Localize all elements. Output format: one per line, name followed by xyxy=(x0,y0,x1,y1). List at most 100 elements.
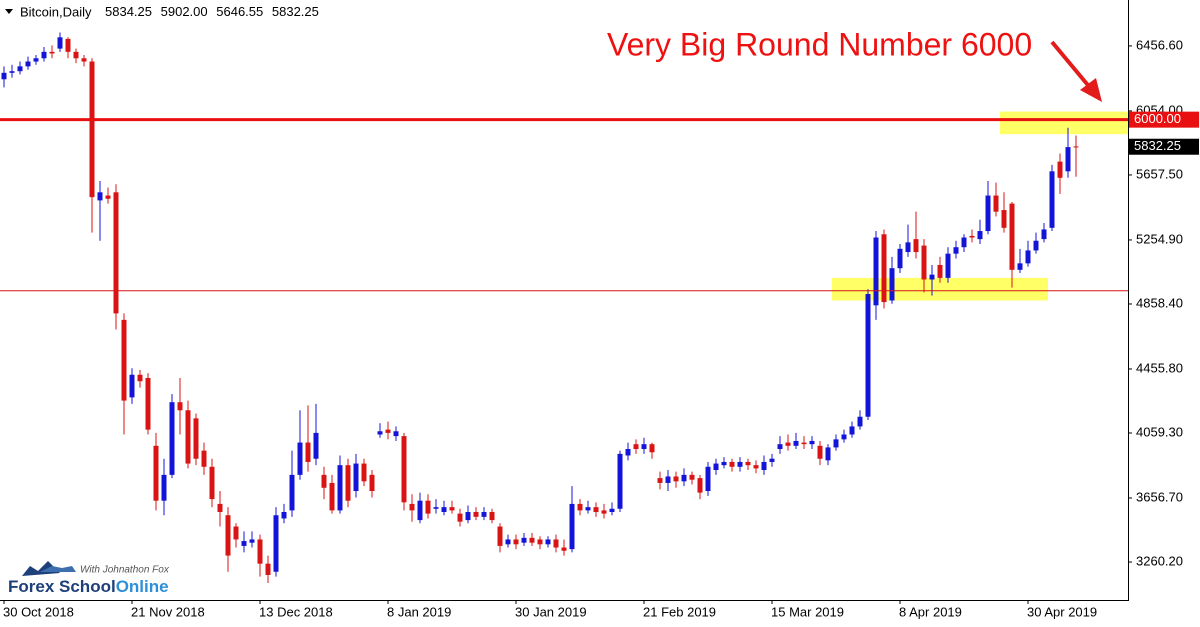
candle-body xyxy=(945,253,951,278)
candle-body xyxy=(17,66,23,72)
candle-body xyxy=(809,440,815,445)
candle-body xyxy=(729,461,735,467)
candle-body xyxy=(617,453,623,509)
candle-body xyxy=(417,500,423,521)
candle-body xyxy=(425,500,431,514)
candle-body xyxy=(905,242,911,253)
candle-body xyxy=(169,402,175,475)
candle-body xyxy=(393,431,399,437)
candle-body xyxy=(65,38,71,52)
candle-body xyxy=(121,319,127,401)
candle-body xyxy=(233,526,239,540)
current-price-label: 5832.25 xyxy=(1134,138,1181,153)
candle-body xyxy=(289,474,295,511)
candle-body xyxy=(257,539,263,564)
candle-body xyxy=(1017,263,1023,270)
y-tick-label: 4059.30 xyxy=(1136,424,1183,439)
x-tick-label: 8 Apr 2019 xyxy=(899,604,962,619)
candle-body xyxy=(625,449,631,456)
candle-body xyxy=(953,247,959,254)
candle-body xyxy=(841,434,847,440)
candle-body xyxy=(81,58,87,62)
candle-body xyxy=(873,237,879,306)
header-open: 5834.25 xyxy=(105,4,152,19)
candle-body xyxy=(305,442,311,462)
header-high: 5902.00 xyxy=(161,4,208,19)
candle-body xyxy=(33,58,39,62)
candle-body xyxy=(705,466,711,492)
current-price-tag xyxy=(1129,138,1199,155)
candle-body xyxy=(153,445,159,501)
candle-body xyxy=(161,474,167,501)
candle-body xyxy=(913,239,919,253)
symbol: Bitcoin,Daily xyxy=(20,4,92,19)
candle-body xyxy=(985,195,991,232)
candle-body xyxy=(1,72,7,80)
candle-body xyxy=(545,539,551,545)
menu-icon[interactable] xyxy=(5,9,13,14)
candle-body xyxy=(473,512,479,517)
annotation: Very Big Round Number 6000 xyxy=(607,26,1032,62)
candle-body xyxy=(249,539,255,543)
y-tick-label: 4858.40 xyxy=(1136,295,1183,310)
candle-body xyxy=(889,268,895,301)
candle-body xyxy=(185,410,191,464)
candle-body xyxy=(785,442,791,446)
candle-body xyxy=(745,461,751,466)
candle-body xyxy=(73,51,79,59)
candle-body xyxy=(401,436,407,503)
x-tick-label: 15 Mar 2019 xyxy=(771,604,844,619)
candle-body xyxy=(1049,171,1055,228)
candle-body xyxy=(673,476,679,482)
candle-body xyxy=(977,231,983,240)
candle-body xyxy=(849,426,855,435)
candle-body xyxy=(657,478,663,483)
candle-body xyxy=(601,510,607,514)
candle-body xyxy=(865,294,871,417)
candle-body xyxy=(969,235,975,238)
candle-body xyxy=(857,416,863,427)
candle-body xyxy=(145,377,151,430)
candle-body xyxy=(497,526,503,546)
candle-body xyxy=(737,461,743,467)
candle-body xyxy=(385,429,391,433)
candle-body xyxy=(129,374,135,398)
candle-body xyxy=(881,234,887,303)
candle-body xyxy=(225,515,231,556)
y-tick-label: 4455.80 xyxy=(1136,360,1183,375)
candle-body xyxy=(177,402,183,411)
candle-body xyxy=(297,442,303,475)
candle-body xyxy=(241,541,247,546)
x-tick-label: 8 Jan 2019 xyxy=(387,604,451,619)
candle-body xyxy=(1057,161,1063,178)
candle-body xyxy=(897,248,903,269)
candle-body xyxy=(1001,210,1007,228)
candle-body xyxy=(513,539,519,545)
header-low: 5646.55 xyxy=(216,4,263,19)
y-tick-label: 3260.20 xyxy=(1136,553,1183,568)
candle-body xyxy=(593,507,599,513)
candle-body xyxy=(609,508,615,513)
candle-body xyxy=(273,515,279,572)
x-tick-label: 21 Feb 2019 xyxy=(643,604,716,619)
candle-body xyxy=(697,478,703,493)
candle-body xyxy=(569,503,575,550)
price-tag-label: 6000.00 xyxy=(1134,111,1181,126)
candle-body xyxy=(793,440,799,446)
candle-body xyxy=(137,374,143,382)
y-tick-label: 5657.50 xyxy=(1136,166,1183,181)
candle-body xyxy=(57,37,63,49)
candle-body xyxy=(713,463,719,471)
candle-body xyxy=(825,447,831,461)
candle-body xyxy=(345,465,351,501)
candle-body xyxy=(929,274,935,280)
candle-body xyxy=(649,444,655,453)
x-tick-label: 30 Apr 2019 xyxy=(1027,604,1097,619)
zone xyxy=(1000,111,1128,135)
candle-body xyxy=(721,461,727,466)
candle-body xyxy=(681,474,687,482)
candle-body xyxy=(113,192,119,314)
candle-body xyxy=(1025,250,1031,264)
candle-body xyxy=(281,512,287,519)
